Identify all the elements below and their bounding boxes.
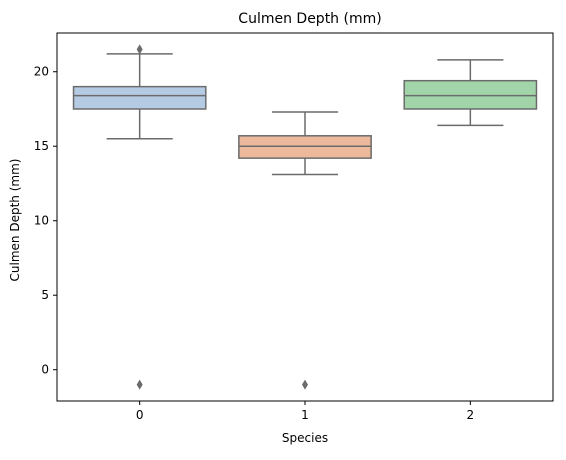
x-axis-label: Species [282,431,328,445]
x-tick-label: 1 [301,408,309,422]
box-group-0 [72,44,207,390]
box-group-2 [403,59,538,127]
chart-title: Culmen Depth (mm) [238,11,381,27]
axes: 0 5 10 15 20 0 1 2 [34,32,554,422]
outlier-point-1-0 [302,379,308,390]
outlier-point-0-0 [136,44,143,55]
outlier-point-0-1 [136,379,143,390]
plot-area [72,44,538,390]
box-0 [72,85,207,110]
y-tick-label: 15 [34,139,49,153]
y-axis-label: Culmen Depth (mm) [8,159,22,282]
y-tick-label: 20 [34,65,49,79]
box-group-1 [238,111,372,390]
y-tick-label: 5 [41,288,49,302]
x-tick-label: 2 [467,408,475,422]
y-tick-label: 10 [34,214,49,228]
y-tick-label: 0 [41,363,49,377]
x-tick-label: 0 [136,408,144,422]
